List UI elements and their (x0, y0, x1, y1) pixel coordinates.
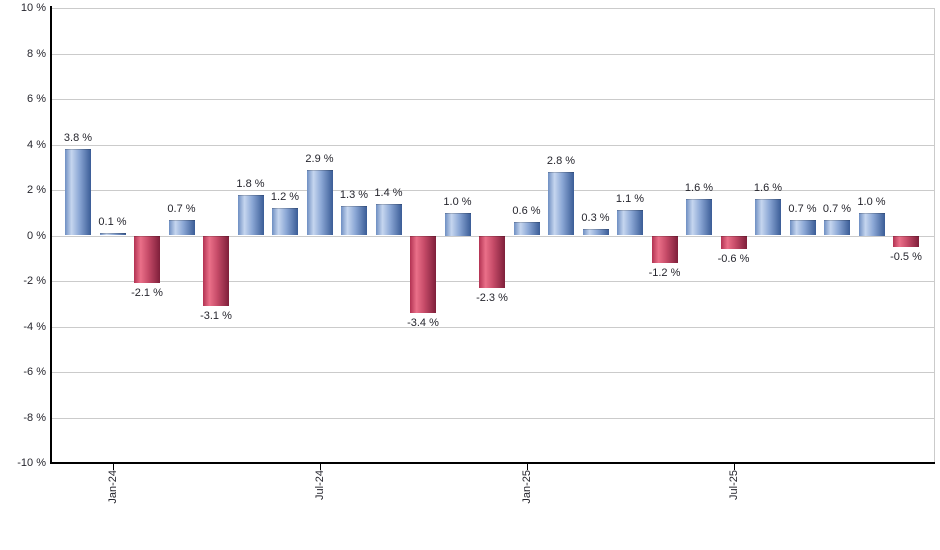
bar-value-label: -3.4 % (407, 316, 439, 329)
bar-value-label: 0.3 % (581, 211, 610, 224)
x-tick-label: Jul-24 (313, 470, 326, 500)
bar-value-label: 1.0 % (443, 195, 472, 208)
gridline (52, 418, 934, 419)
bar-value-label: -3.1 % (200, 310, 232, 323)
bar-22[interactable] (824, 219, 850, 236)
bar-value-label: 0.7 % (167, 202, 196, 215)
bar-16[interactable] (617, 210, 643, 236)
bar-value-label: 1.2 % (270, 191, 300, 204)
bar-value-label: 2.8 % (546, 154, 576, 167)
x-tick-label: Jan-24 (106, 470, 119, 504)
x-tick-mark (733, 464, 735, 470)
gridline (52, 99, 934, 100)
y-tick-label: 8 % (27, 48, 46, 60)
bar-value-label: 1.0 % (857, 195, 886, 208)
bar-value-label: 0.7 % (788, 202, 817, 215)
bar-value-label: 0.7 % (822, 202, 852, 215)
y-tick-label: 0 % (27, 230, 46, 242)
bar-20[interactable] (755, 199, 781, 236)
bar-8[interactable] (341, 205, 367, 236)
bar-value-label: 1.4 % (374, 186, 403, 199)
gridline (52, 145, 934, 146)
bar-value-label: 1.6 % (684, 182, 714, 195)
bar-7[interactable] (306, 169, 333, 236)
bar-3[interactable] (168, 219, 195, 236)
bar-value-label: -2.1 % (131, 287, 163, 300)
bar-0[interactable] (65, 149, 91, 236)
y-tick-label: 4 % (27, 139, 46, 151)
bar-19[interactable] (720, 235, 747, 250)
bar-23[interactable] (858, 212, 885, 236)
bar-14[interactable] (548, 171, 574, 236)
x-tick-label: Jan-25 (520, 470, 533, 504)
bar-24[interactable] (893, 235, 919, 247)
bar-4[interactable] (203, 235, 229, 307)
y-tick-label: -6 % (23, 366, 46, 378)
bar-21[interactable] (789, 219, 816, 236)
x-tick-mark (526, 464, 528, 470)
gridline (52, 54, 934, 55)
bar-value-label: -1.2 % (648, 266, 681, 279)
bar-10[interactable] (410, 235, 436, 313)
bar-2[interactable] (134, 235, 160, 284)
y-tick-label: -8 % (23, 412, 46, 424)
bar-value-label: 1.8 % (236, 177, 265, 190)
bar-17[interactable] (651, 235, 678, 263)
bar-12[interactable] (479, 235, 505, 288)
bar-15[interactable] (582, 228, 609, 236)
y-tick-label: 2 % (27, 184, 46, 196)
gridline (52, 190, 934, 191)
y-tick-label: -4 % (23, 321, 46, 333)
bar-value-label: -0.5 % (890, 250, 922, 263)
bar-11[interactable] (444, 212, 471, 236)
bar-value-label: -2.3 % (476, 291, 508, 304)
bar-value-label: 1.1 % (615, 193, 645, 206)
bar-5[interactable] (237, 194, 264, 236)
bar-value-label: 0.6 % (512, 204, 541, 217)
bar-6[interactable] (272, 208, 298, 236)
bar-value-label: 1.3 % (339, 188, 369, 201)
gridline (52, 8, 934, 9)
y-tick-label: -10 % (17, 457, 46, 469)
bar-9[interactable] (375, 203, 402, 236)
y-tick-label: 10 % (20, 2, 46, 14)
bar-value-label: -0.6 % (717, 253, 750, 266)
bar-1[interactable] (99, 233, 126, 236)
bar-value-label: 2.9 % (305, 152, 334, 165)
y-axis-line (50, 6, 52, 463)
x-tick-mark (112, 464, 114, 470)
bar-value-label: 1.6 % (753, 182, 783, 195)
x-tick-label: Jul-25 (727, 470, 740, 500)
x-tick-mark (319, 464, 321, 470)
x-axis-line (50, 462, 935, 464)
plot-area (52, 8, 935, 463)
y-tick-label: 6 % (27, 93, 46, 105)
gridline (52, 327, 934, 328)
y-tick-label: -2 % (23, 275, 46, 287)
gridline (52, 372, 934, 373)
bar-13[interactable] (513, 221, 540, 236)
bar-value-label: 3.8 % (63, 132, 93, 145)
bar-18[interactable] (686, 199, 712, 236)
bar-value-label: 0.1 % (98, 216, 127, 229)
